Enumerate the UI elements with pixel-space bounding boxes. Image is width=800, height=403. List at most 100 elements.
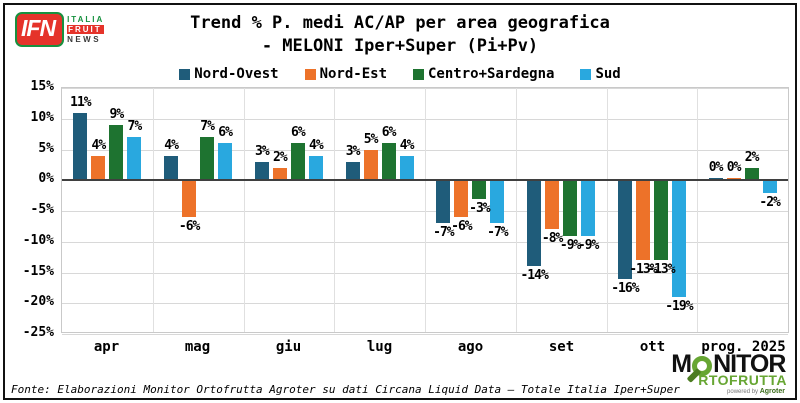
legend-swatch-icon: [413, 68, 424, 80]
bar-group-lug: 3% 5% 6% 4%: [334, 88, 425, 332]
bar-centro+sardegna-ago: [472, 180, 487, 199]
bar-value-label: 4%: [399, 137, 415, 153]
legend-label: Sud: [595, 66, 621, 82]
bar-nord-ovest-set: [527, 180, 542, 267]
bar-value-label: 4%: [91, 137, 107, 153]
bar-value-label: -7%: [433, 225, 455, 241]
legend-item-nord-est: Nord-Est: [304, 66, 387, 82]
x-axis-label-apr: apr: [93, 339, 120, 355]
header: IFN ITALIA FRUIT NEWS Trend % P. medi AC…: [5, 5, 795, 63]
chart-title: Trend % P. medi AC/AP per area geografic…: [190, 13, 610, 33]
bar-value-label: 6%: [381, 125, 397, 141]
bar-nord-ovest-lug: [345, 161, 360, 181]
bar-centro+sardegna-prog. 2025: [744, 167, 759, 181]
vertical-gridline: [243, 88, 245, 332]
ifn-logo-italia: ITALIA: [67, 15, 105, 24]
vertical-gridline: [334, 88, 336, 332]
bar-value-label: 5%: [363, 131, 379, 147]
monitor-rest: NITOR: [713, 350, 786, 378]
bar-value-label: 4%: [164, 137, 179, 153]
x-axis-label-prog. 2025: prog. 2025: [701, 339, 786, 355]
bar-value-label: -9%: [559, 237, 582, 253]
bar-centro+sardegna-giu: [290, 143, 305, 181]
bar-centro+sardegna-ott: [653, 180, 668, 261]
bar-value-label: -13%: [647, 262, 675, 278]
bar-value-label: -19%: [665, 299, 693, 315]
bar-sud-set: [581, 180, 596, 236]
vertical-gridline: [425, 88, 426, 332]
bar-nord-est-giu: [272, 167, 287, 181]
source-note: Fonte: Elaborazioni Monitor Ortofrutta A…: [11, 383, 680, 396]
plot-area: 11% 4% 9% 7% 4% -6% 7% 6% 3% 2% 6% 4% 3% 5% 6% 4% -7% -6%…: [61, 87, 789, 335]
bar-value-label: 0%: [726, 160, 742, 176]
chart-titles: Trend % P. medi AC/AP per area geografic…: [5, 5, 795, 58]
legend-item-nord-ovest: Nord-Ovest: [179, 66, 279, 82]
bar-sud-prog. 2025: [762, 180, 777, 193]
vertical-gridline: [606, 88, 608, 332]
y-tick-label: 0%: [38, 171, 54, 187]
chart-area: 15% 10% 5% 0% -5% -10% -15% -20% -25% 11% 4% 9% 7% 4…: [5, 79, 795, 361]
legend-item-sud: Sud: [580, 66, 621, 82]
y-tick-label: -20%: [22, 294, 54, 310]
bar-value-label: 3%: [255, 143, 270, 159]
bar-sud-ott: [671, 180, 686, 298]
bar-group-ago: -7% -6% -3% -7%: [425, 88, 516, 332]
bar-centro+sardegna-apr: [109, 124, 124, 181]
y-tick-label: -15%: [22, 263, 54, 279]
bar-centro+sardegna-mag: [200, 137, 215, 181]
x-axis-label-ott: ott: [639, 339, 666, 355]
monitor-m: M: [671, 350, 692, 378]
bar-value-label: -2%: [759, 194, 781, 210]
bar-nord-ovest-ago: [436, 180, 451, 224]
legend-item-centro+sardegna: Centro+Sardegna: [413, 66, 554, 82]
bar-value-label: 7%: [127, 119, 143, 135]
bar-nord-ovest-ott: [617, 180, 632, 279]
bar-sud-ago: [490, 180, 505, 224]
bar-value-label: 6%: [291, 125, 306, 141]
x-axis-label-ago: ago: [457, 339, 484, 355]
legend-swatch-icon: [304, 68, 316, 80]
bar-value-label: -7%: [487, 225, 509, 241]
zero-baseline: [62, 179, 788, 182]
vertical-gridline: [697, 88, 699, 332]
ortofrutta-wordmark: RTOFRUTTA: [698, 372, 787, 388]
y-tick-label: 15%: [30, 79, 54, 94]
magnifier-icon: [686, 356, 713, 383]
gridline: [62, 334, 788, 335]
legend-swatch-icon: [179, 68, 191, 80]
ifn-logo-news: NEWS: [67, 35, 102, 44]
bar-nord-est-set: [545, 180, 560, 230]
bar-centro+sardegna-lug: [381, 143, 396, 181]
bar-value-label: 0%: [708, 160, 724, 176]
bar-value-label: 6%: [218, 125, 233, 141]
y-tick-label: 5%: [38, 140, 54, 156]
bar-sud-mag: [218, 143, 233, 181]
legend-label: Nord-Ovest: [194, 66, 279, 82]
vertical-gridline: [515, 88, 517, 332]
bar-value-label: 2%: [273, 149, 288, 165]
bar-nord-ovest-giu: [254, 161, 269, 181]
footer: Fonte: Elaborazioni Monitor Ortofrutta A…: [5, 352, 795, 398]
legend-swatch-icon: [580, 68, 592, 80]
vertical-gridline: [152, 88, 154, 332]
bar-group-ott: -16% -13% -13% -19%: [607, 88, 698, 332]
chart-subtitle: - MELONI Iper+Super (Pi+Pv): [261, 36, 539, 56]
bar-value-label: -16%: [611, 280, 639, 296]
x-axis-label-lug: lug: [366, 339, 393, 355]
chart-legend: Nord-Ovest Nord-Est Centro+Sardegna Sud: [5, 63, 795, 85]
bar-value-label: 7%: [200, 119, 215, 135]
bar-group-giu: 3% 2% 6% 4%: [244, 88, 335, 332]
bar-value-label: 4%: [309, 137, 324, 153]
bar-value-label: 11%: [70, 94, 92, 110]
y-tick-label: -25%: [22, 325, 54, 340]
bar-value-label: -8%: [541, 231, 564, 247]
x-axis-label-giu: giu: [275, 339, 302, 355]
bar-value-label: -14%: [520, 268, 548, 284]
y-tick-label: 10%: [30, 109, 54, 125]
ifn-logo-fruit: FRUIT: [67, 25, 105, 34]
bar-group-apr: 11% 4% 9% 7%: [62, 88, 153, 332]
bar-group-mag: 4% -6% 7% 6%: [153, 88, 244, 332]
x-axis: apr mag giu lug ago set ott prog. 2025: [61, 333, 789, 361]
monitor-ortofrutta-logo: M NITOR RTOFRUTTA powered by Agroter: [671, 350, 787, 396]
ifn-logo-wordmark: ITALIA FRUIT NEWS: [67, 15, 105, 44]
